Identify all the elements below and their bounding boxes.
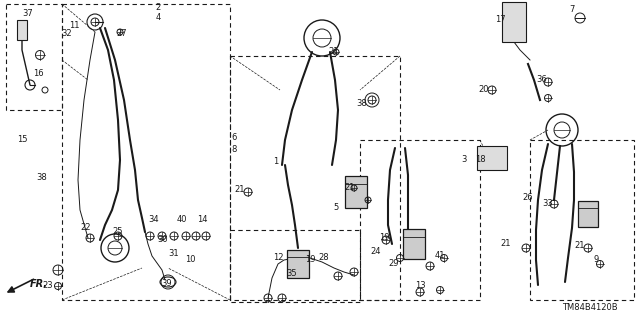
Text: 21: 21: [575, 241, 585, 250]
Text: 21: 21: [345, 183, 355, 192]
Text: 34: 34: [148, 216, 159, 225]
Bar: [578, 201, 598, 227]
Text: 4: 4: [156, 13, 161, 23]
Text: 29: 29: [388, 259, 399, 269]
Bar: [502, 2, 526, 42]
Text: 22: 22: [81, 224, 92, 233]
Text: 39: 39: [162, 278, 172, 287]
Text: 38: 38: [356, 100, 367, 108]
Bar: [530, 140, 634, 300]
Text: 37: 37: [22, 10, 33, 19]
Text: 20: 20: [479, 85, 489, 94]
Text: 14: 14: [196, 216, 207, 225]
Text: 33: 33: [543, 199, 554, 209]
Text: 38: 38: [36, 174, 47, 182]
Bar: [345, 176, 367, 208]
Bar: [403, 229, 425, 259]
Text: 36: 36: [536, 76, 547, 85]
Text: 18: 18: [475, 155, 485, 165]
Text: 1: 1: [273, 158, 278, 167]
Text: 31: 31: [169, 249, 179, 258]
Text: TM84B4120B: TM84B4120B: [562, 303, 618, 313]
Text: 32: 32: [61, 29, 72, 39]
Text: 8: 8: [231, 145, 237, 154]
Text: 12: 12: [273, 254, 284, 263]
Bar: [477, 146, 507, 170]
Text: 10: 10: [185, 256, 195, 264]
Bar: [17, 20, 27, 40]
Text: 7: 7: [570, 5, 575, 14]
Text: 19: 19: [379, 234, 389, 242]
Text: 41: 41: [435, 251, 445, 261]
Bar: [230, 56, 400, 300]
Text: 13: 13: [415, 280, 426, 290]
Bar: [360, 140, 480, 300]
Bar: [6, 4, 62, 110]
Bar: [230, 230, 360, 302]
Text: 11: 11: [68, 21, 79, 31]
Text: 19: 19: [305, 256, 316, 264]
Text: 15: 15: [17, 136, 28, 145]
Text: 17: 17: [495, 16, 506, 25]
Text: 21: 21: [329, 48, 339, 56]
Text: 35: 35: [287, 270, 298, 278]
Text: 6: 6: [231, 133, 237, 143]
Bar: [62, 4, 230, 300]
Text: 21: 21: [500, 240, 511, 249]
Text: 16: 16: [33, 70, 44, 78]
Text: 2: 2: [156, 4, 161, 12]
Text: 27: 27: [116, 29, 127, 39]
Text: 5: 5: [333, 204, 339, 212]
Text: 30: 30: [157, 235, 168, 244]
Text: FR.: FR.: [30, 279, 48, 289]
Text: 23: 23: [43, 281, 53, 291]
Text: 25: 25: [113, 227, 124, 236]
Text: 24: 24: [371, 248, 381, 256]
Bar: [287, 250, 309, 278]
Text: 3: 3: [461, 155, 467, 165]
Text: 9: 9: [593, 256, 598, 264]
Text: 21: 21: [235, 186, 245, 195]
Text: 40: 40: [177, 216, 188, 225]
Text: 28: 28: [319, 254, 330, 263]
Text: 26: 26: [523, 194, 533, 203]
